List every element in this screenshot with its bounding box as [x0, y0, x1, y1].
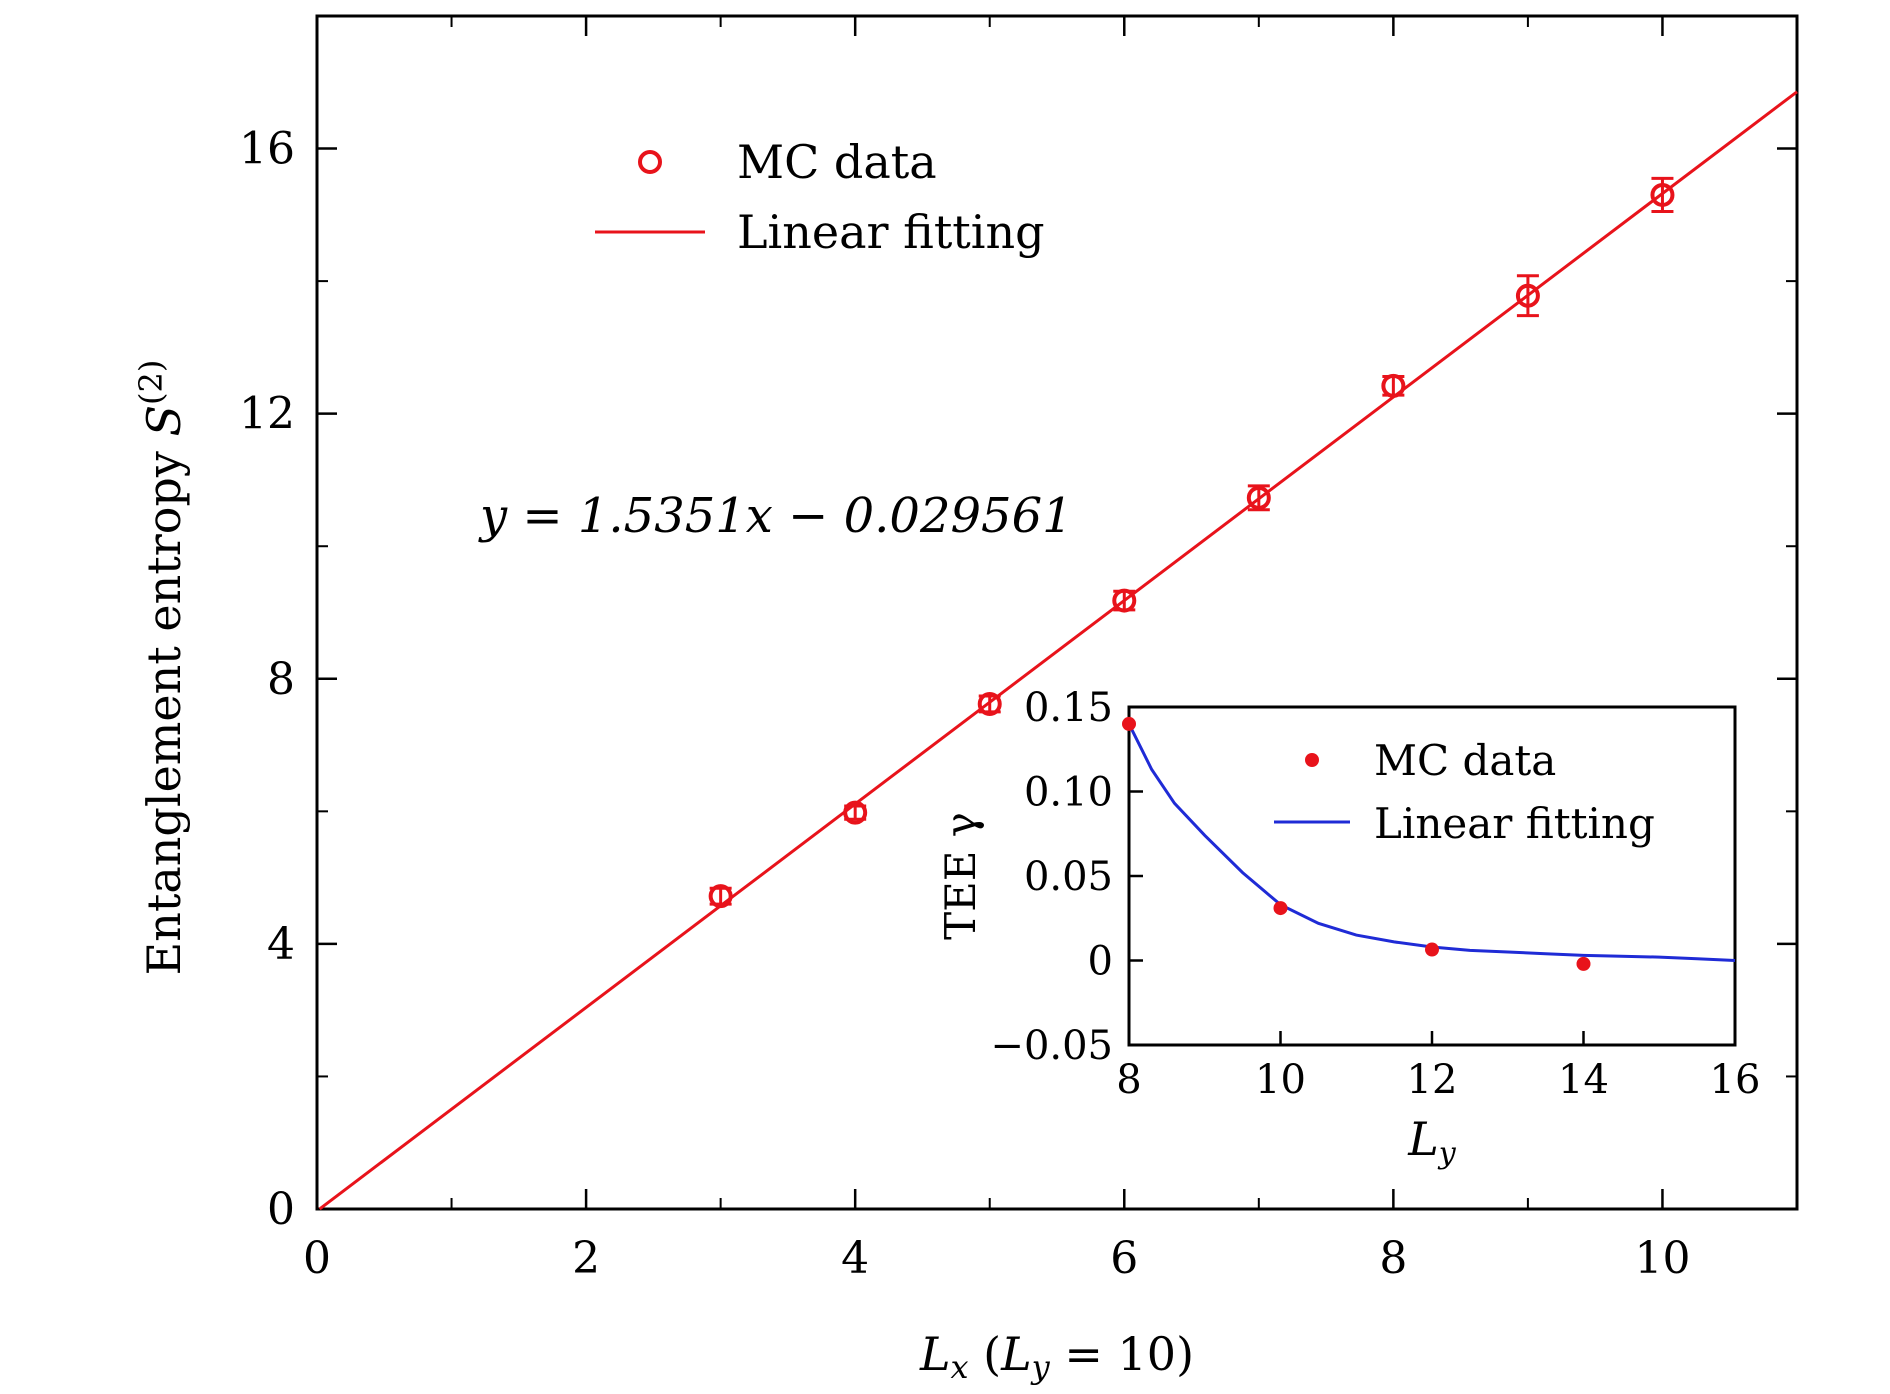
inset-data-point: [1425, 942, 1439, 957]
inset-y-tick-label: 0.05: [1024, 854, 1113, 900]
inset-x-tick-label: 12: [1407, 1057, 1458, 1103]
inset-legend-marker-mc: [1305, 753, 1319, 767]
y-tick-label: 12: [239, 389, 295, 440]
y-axis-title: Entanglement entropy S(2): [132, 360, 191, 976]
y-tick-label: 8: [267, 654, 295, 705]
inset-y-tick-label: −0.05: [990, 1023, 1113, 1069]
x-tick-label: 0: [303, 1233, 331, 1284]
inset-y-tick-label: 0: [1088, 939, 1113, 985]
data-point: [1381, 373, 1406, 398]
legend-label-mc: MC data: [737, 135, 937, 189]
data-point: [1246, 485, 1271, 510]
inset-x-axis-title: Ly: [1407, 1112, 1457, 1171]
inset-x-tick-label: 16: [1710, 1057, 1761, 1103]
data-point: [1112, 588, 1137, 613]
legend-marker-mc: [638, 150, 662, 174]
x-tick-label: 6: [1110, 1233, 1138, 1284]
inset-y-tick-label: 0.15: [1024, 685, 1113, 731]
legend-label-fit: Linear fitting: [737, 205, 1045, 259]
inset-y-axis-title: TEE γ: [936, 812, 985, 940]
y-tick-label: 4: [267, 919, 295, 970]
y-tick-label: 16: [239, 124, 295, 175]
inset-data-point: [1122, 716, 1136, 731]
fit-equation: y = 1.5351x − 0.029561: [478, 488, 1073, 544]
inset-data-point: [1273, 901, 1288, 916]
x-tick-label: 4: [841, 1233, 869, 1284]
y-tick-label: 0: [267, 1184, 295, 1235]
inset-legend-label-fit: Linear fitting: [1374, 799, 1655, 848]
inset-fit-curve: [1127, 723, 1736, 962]
inset-frame: [1127, 705, 1737, 1047]
inset-y-tick-label: 0.10: [1024, 770, 1113, 816]
inset-x-tick-label: 8: [1116, 1057, 1141, 1103]
inset-legend-label-mc: MC data: [1374, 736, 1556, 785]
fit-line: [318, 90, 1798, 1211]
x-tick-label: 10: [1634, 1233, 1690, 1284]
main-plot: 0 2 4 6 8 10 0 4 8 12 16 Lx (Ly = 10) Entanglement e…: [132, 14, 1799, 1386]
inset-data-point: [1576, 956, 1591, 971]
x-tick-label: 2: [572, 1233, 600, 1284]
data-point: [977, 691, 1002, 716]
inset-x-tick-label: 10: [1255, 1057, 1306, 1103]
x-tick-label: 8: [1379, 1233, 1407, 1284]
inset-plot: 8 10 12 14 16 −0.05 0 0.05 0.10 0.15 Ly TEE γ MC dat…: [936, 685, 1760, 1171]
data-point: [1515, 283, 1540, 308]
x-axis-title: Lx (Ly = 10): [919, 1327, 1194, 1386]
data-point: [843, 800, 868, 825]
data-point: [708, 884, 733, 909]
data-point: [1650, 182, 1675, 207]
inset-x-tick-label: 14: [1558, 1057, 1609, 1103]
plot-frame: [315, 14, 1799, 1211]
